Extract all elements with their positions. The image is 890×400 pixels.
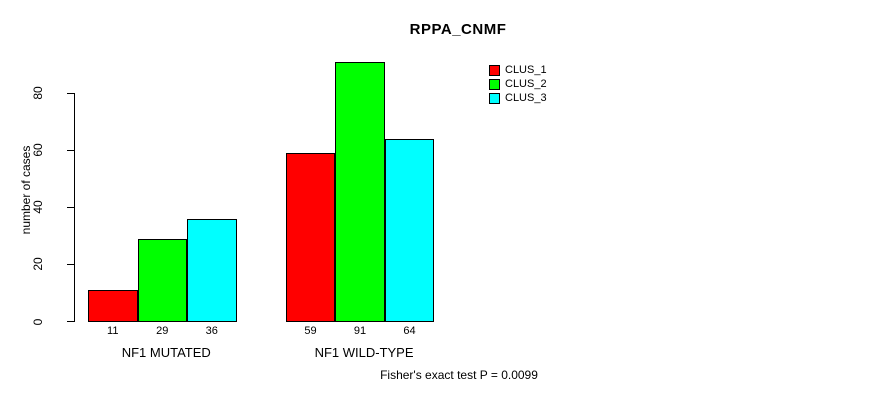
bar-value-clus-1-nf1-wild-type: 59	[304, 325, 317, 337]
legend: CLUS_1 CLUS_2 CLUS_3	[489, 63, 547, 105]
y-tick-label-60: 60	[31, 143, 45, 157]
y-tick-mark-0	[67, 321, 74, 322]
y-axis-line	[74, 93, 75, 322]
y-tick-mark-80	[67, 92, 74, 94]
bar-clus-2-nf1-mutated	[137, 238, 187, 323]
bar-clus-3-nf1-mutated	[187, 218, 237, 323]
bar-value-clus-3-nf1-mutated: 36	[205, 325, 218, 337]
bar-clus-3-nf1-wild-type	[384, 138, 435, 323]
bar-clus-1-nf1-wild-type	[285, 153, 336, 323]
bar-value-clus-3-nf1-wild-type: 64	[403, 325, 416, 337]
y-tick-label-20: 20	[31, 257, 45, 272]
category-label-nf1-wild-type: NF1 WILD-TYPE	[314, 345, 414, 360]
bar-clus-2-nf1-wild-type	[335, 61, 385, 323]
y-tick-label-0: 0	[31, 318, 45, 325]
chart-title: RPPA_CNMF	[409, 21, 507, 38]
legend-item-clus-3: CLUS_3	[489, 91, 547, 105]
legend-label-clus-2: CLUS_2	[505, 78, 547, 90]
y-tick-mark-60	[67, 149, 74, 151]
legend-item-clus-1: CLUS_1	[489, 63, 547, 77]
y-tick-mark-40	[67, 206, 74, 208]
bar-clus-1-nf1-mutated	[88, 290, 138, 323]
legend-label-clus-1: CLUS_1	[505, 64, 547, 76]
legend-label-clus-3: CLUS_3	[505, 92, 547, 104]
footer-annotation: Fisher's exact test P = 0.0099	[380, 368, 538, 382]
legend-swatch-clus-2	[489, 78, 500, 90]
bar-value-clus-2-nf1-wild-type: 91	[353, 325, 367, 337]
legend-swatch-clus-1	[489, 64, 500, 76]
y-tick-mark-20	[67, 263, 74, 265]
category-label-nf1-mutated: NF1 MUTATED	[121, 345, 211, 360]
y-tick-label-80: 80	[31, 86, 45, 100]
legend-swatch-clus-3	[489, 92, 500, 104]
bar-value-clus-1-nf1-mutated: 11	[107, 325, 119, 337]
y-tick-label-40: 40	[31, 200, 45, 215]
bar-value-clus-2-nf1-mutated: 29	[156, 325, 169, 337]
legend-item-clus-2: CLUS_2	[489, 77, 547, 91]
y-axis-label: number of cases	[19, 145, 33, 235]
